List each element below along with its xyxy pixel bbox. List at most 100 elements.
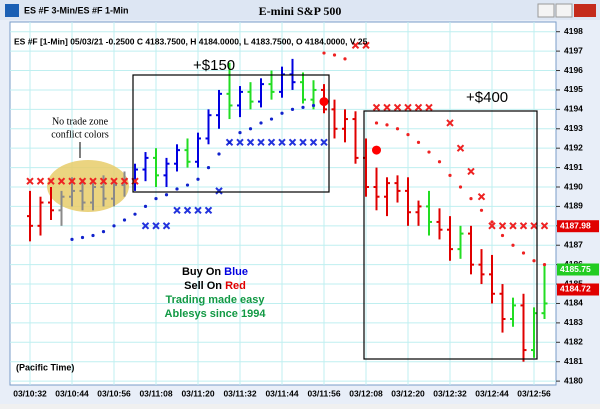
x-tick-label: 03/12:08: [349, 388, 383, 398]
stop-stroke: [36, 177, 45, 185]
trail-dot: [458, 185, 463, 189]
stop-marker: [26, 177, 34, 185]
stop-marker: [509, 222, 517, 230]
stop-marker: [446, 119, 454, 127]
trail-dot: [80, 235, 85, 240]
stop-stroke: [509, 222, 517, 230]
trail-dot: [374, 121, 379, 125]
price-badge: [557, 283, 599, 296]
trail-dot: [437, 160, 442, 164]
stop-stroke: [215, 187, 223, 195]
trail-dot: [490, 220, 494, 224]
stop-marker: [120, 177, 129, 185]
stop-stroke: [257, 138, 265, 147]
signal-dot: [372, 145, 381, 155]
stop-marker: [488, 222, 496, 230]
title-bar: [0, 0, 600, 20]
price-badge-label: 4185.75: [560, 264, 591, 274]
trail-dot: [227, 140, 232, 144]
stop-stroke: [47, 177, 55, 185]
stop-marker: [540, 222, 549, 230]
stop-stroke: [120, 177, 129, 185]
trail-dot: [112, 224, 116, 228]
note: No trade zone: [52, 116, 109, 127]
trail-dot: [238, 131, 242, 135]
stop-marker: [89, 177, 97, 185]
trail-dot: [395, 127, 400, 131]
trail-dot: [469, 197, 473, 201]
trail-dot: [343, 57, 347, 61]
maximize-button[interactable]: [555, 3, 573, 18]
stop-marker: [110, 177, 118, 185]
stop-stroke: [236, 138, 244, 147]
stop-marker: [425, 103, 433, 112]
stop-stroke: [519, 222, 528, 230]
stop-stroke: [488, 222, 496, 230]
trail-dot: [217, 152, 221, 156]
trail-dot: [521, 251, 526, 255]
stop-marker: [299, 138, 307, 147]
stop-stroke: [110, 177, 118, 185]
legend-buy: Buy On: [182, 266, 224, 278]
stop-marker: [309, 138, 318, 147]
stop-marker: [351, 41, 360, 50]
stop-marker: [393, 103, 402, 112]
stop-marker: [404, 103, 412, 112]
trail-dot: [280, 111, 284, 115]
stop-stroke: [393, 103, 402, 112]
trail-dot: [206, 165, 211, 170]
price-badge-label: 4187.98: [560, 220, 591, 230]
stop-stroke: [141, 222, 150, 230]
chart-title: E-mini S&P 500: [259, 4, 342, 18]
stop-stroke: [246, 138, 255, 147]
x-tick-label: 03/12:56: [517, 388, 551, 398]
legend-buy-color: Blue: [224, 266, 248, 278]
trade-box-1: [132, 74, 330, 193]
trail-dot: [154, 197, 158, 201]
trail-dot: [479, 208, 484, 212]
trail-dot: [406, 132, 410, 137]
y-tick-label: 4182: [564, 337, 583, 347]
trail-dot: [448, 173, 452, 177]
price-badge: [557, 263, 599, 276]
stop-marker: [519, 222, 528, 230]
x-tick-label: 03/12:44: [475, 388, 509, 398]
stop-stroke: [152, 222, 160, 230]
legend-sell-color: Red: [225, 280, 246, 292]
stop-stroke: [299, 138, 307, 147]
stop-stroke: [540, 222, 549, 230]
stop-marker: [414, 103, 423, 112]
trail-dot: [259, 121, 263, 125]
x-tick-label: 03/10:56: [97, 388, 131, 398]
x-tick-label: 03/10:44: [55, 388, 89, 398]
stop-marker: [141, 222, 150, 230]
y-tick-label: 4197: [564, 45, 583, 55]
x-tick-label: 03/11:44: [265, 388, 298, 398]
stop-marker: [162, 222, 171, 230]
close-button[interactable]: [574, 4, 596, 17]
stop-stroke: [183, 206, 192, 215]
stop-stroke: [351, 41, 360, 50]
stop-marker: [456, 144, 465, 152]
stop-stroke: [425, 103, 433, 112]
stop-marker: [152, 222, 160, 230]
y-tick-label: 4183: [564, 317, 583, 327]
stop-marker: [47, 177, 55, 185]
stop-marker: [246, 138, 255, 147]
trail-dot: [301, 105, 305, 110]
trail-dot: [532, 259, 536, 263]
stop-marker: [267, 138, 276, 147]
stop-marker: [477, 192, 486, 201]
stop-stroke: [414, 103, 423, 112]
stop-marker: [288, 138, 297, 147]
stop-stroke: [78, 177, 87, 185]
minimize-button[interactable]: [537, 3, 555, 18]
trail-dot: [196, 177, 200, 181]
stop-marker: [372, 103, 381, 112]
stop-stroke: [467, 167, 475, 176]
stop-marker: [183, 206, 192, 215]
stop-marker: [383, 103, 391, 112]
y-tick-label: 4192: [564, 142, 583, 152]
stop-stroke: [320, 138, 328, 147]
timezone-note: (Pacific Time): [16, 362, 74, 372]
